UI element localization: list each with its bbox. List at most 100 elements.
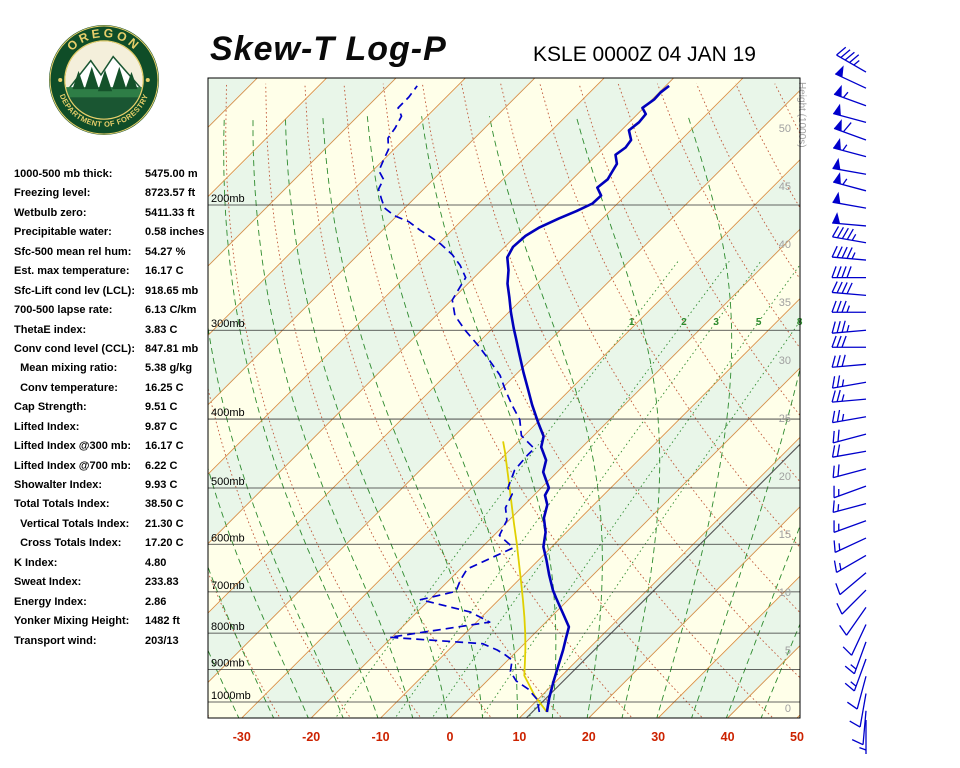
index-value: 0.58 inches — [145, 226, 205, 239]
sounding-traces — [377, 84, 670, 713]
index-row: ThetaE index: 3.83 C — [14, 321, 222, 340]
wind-barb — [831, 389, 867, 403]
odf-logo: OREGON DEPARTMENT OF FORESTRY — [49, 25, 159, 135]
index-label: 1000-500 mb thick: — [14, 168, 113, 180]
logo-scene — [65, 55, 143, 119]
index-label: Showalter Index: — [14, 479, 103, 491]
index-value: 16.25 C — [145, 381, 184, 394]
index-row: Precipitable water: 0.58 inches — [14, 223, 222, 242]
index-row: Vertical Totals Index: 21.30 C — [14, 515, 222, 534]
wind-barb — [831, 335, 866, 348]
index-row: Conv cond level (CCL): 847.81 mb — [14, 340, 222, 359]
index-value: 847.81 mb — [145, 342, 199, 355]
index-row: Lifted Index @700 mb: 6.22 C — [14, 457, 222, 476]
index-label: Freezing level: — [14, 187, 91, 200]
index-label: ThetaE index: — [14, 323, 87, 336]
index-row: Lifted Index @300 mb: 16.17 C — [14, 437, 222, 456]
wind-barb — [831, 409, 867, 424]
moist-adiabats — [208, 116, 800, 718]
svg-text:-10: -10 — [372, 730, 390, 744]
index-value: 54.27 % — [145, 245, 186, 258]
svg-text:50: 50 — [779, 123, 791, 135]
index-label: Energy Index: — [14, 595, 87, 608]
wind-barb — [832, 172, 867, 192]
index-row: Cap Strength: 9.51 C — [14, 398, 222, 417]
index-value: 9.87 C — [145, 420, 178, 433]
height-axis-label: Height (1000s) — [796, 82, 807, 148]
svg-text:3: 3 — [713, 317, 719, 328]
svg-text:40: 40 — [779, 239, 791, 251]
svg-text:30: 30 — [651, 730, 665, 744]
svg-text:0: 0 — [447, 730, 454, 744]
index-row: 1000-500 mb thick: 5475.00 m — [14, 165, 222, 184]
svg-text:10: 10 — [512, 730, 526, 744]
index-row: Transport wind: 203/13 — [14, 632, 222, 651]
wind-barb — [859, 719, 867, 754]
wind-barb — [832, 212, 867, 227]
svg-text:10: 10 — [779, 587, 791, 599]
wind-barb-column — [831, 46, 867, 754]
index-label: Sfc-500 mean rel hum: — [14, 245, 132, 258]
mixing-ratio-labels: 1 2 3 5 8 — [629, 317, 803, 328]
wind-barb — [833, 485, 867, 499]
index-value: 918.65 mb — [145, 284, 199, 297]
wind-barb — [844, 641, 867, 675]
svg-text:35: 35 — [779, 297, 791, 309]
index-label: Lifted Index: — [14, 420, 80, 433]
index-value: 233.83 — [145, 576, 179, 589]
index-row: 700-500 lapse rate: 6.13 C/km — [14, 301, 222, 320]
wind-barb — [831, 320, 867, 334]
svg-text:50: 50 — [790, 730, 804, 744]
wind-barb — [831, 226, 867, 244]
index-label: Wetbulb zero: — [14, 206, 87, 219]
index-value: 9.51 C — [145, 401, 178, 414]
index-label: Est. max temperature: — [14, 265, 130, 278]
svg-text:-20: -20 — [302, 730, 320, 744]
wind-barb — [839, 606, 867, 636]
wind-barb — [831, 300, 866, 313]
index-label: Cap Strength: — [14, 401, 87, 414]
wind-barb — [831, 375, 867, 389]
index-label: Precipitable water: — [14, 226, 112, 239]
wind-barb — [834, 65, 867, 89]
index-row: K Index: 4.80 — [14, 554, 222, 573]
index-value: 21.30 C — [145, 517, 184, 530]
index-value: 5411.33 ft — [145, 206, 195, 219]
mixing-ratio-lines — [334, 261, 800, 718]
index-row: Est. max temperature: 16.17 C — [14, 262, 222, 281]
index-row: Sfc-Lift cond lev (LCL): 918.65 mb — [14, 282, 222, 301]
index-row: Conv temperature: 16.25 C — [14, 379, 222, 398]
index-value: 8723.57 ft — [145, 187, 196, 200]
index-label: Vertical Totals Index: — [14, 517, 130, 530]
index-value: 17.20 C — [145, 537, 184, 550]
index-label: Total Totals Index: — [14, 498, 110, 511]
svg-text:30: 30 — [779, 355, 791, 367]
index-value: 1482 ft — [145, 615, 180, 628]
wind-barb — [832, 464, 867, 479]
trees-icon — [72, 66, 138, 92]
wind-barb — [842, 624, 867, 656]
wind-barb — [832, 500, 867, 514]
wind-barb — [831, 266, 866, 279]
wind-barb — [833, 537, 867, 553]
svg-text:20: 20 — [582, 730, 596, 744]
wind-barb — [849, 693, 867, 728]
svg-text:2: 2 — [681, 317, 687, 328]
index-value: 9.93 C — [145, 479, 178, 491]
svg-text:900mb: 900mb — [211, 657, 245, 669]
index-row: Total Totals Index: 38.50 C — [14, 495, 222, 514]
wind-barb — [836, 589, 867, 615]
index-value: 4.80 — [145, 556, 167, 569]
temperature-trace — [506, 84, 670, 713]
index-value: 6.13 C/km — [145, 304, 197, 317]
index-label: Conv cond level (CCL): — [14, 342, 136, 355]
index-row: Energy Index: 2.86 — [14, 593, 222, 612]
index-label: Sfc-Lift cond lev (LCL): — [14, 284, 135, 297]
wind-barb — [832, 138, 867, 158]
index-row: Freezing level: 8723.57 ft — [14, 184, 222, 203]
index-value: 38.50 C — [145, 498, 184, 511]
wind-barb — [835, 572, 867, 596]
wind-barb — [851, 710, 867, 746]
wind-barb — [832, 157, 867, 175]
